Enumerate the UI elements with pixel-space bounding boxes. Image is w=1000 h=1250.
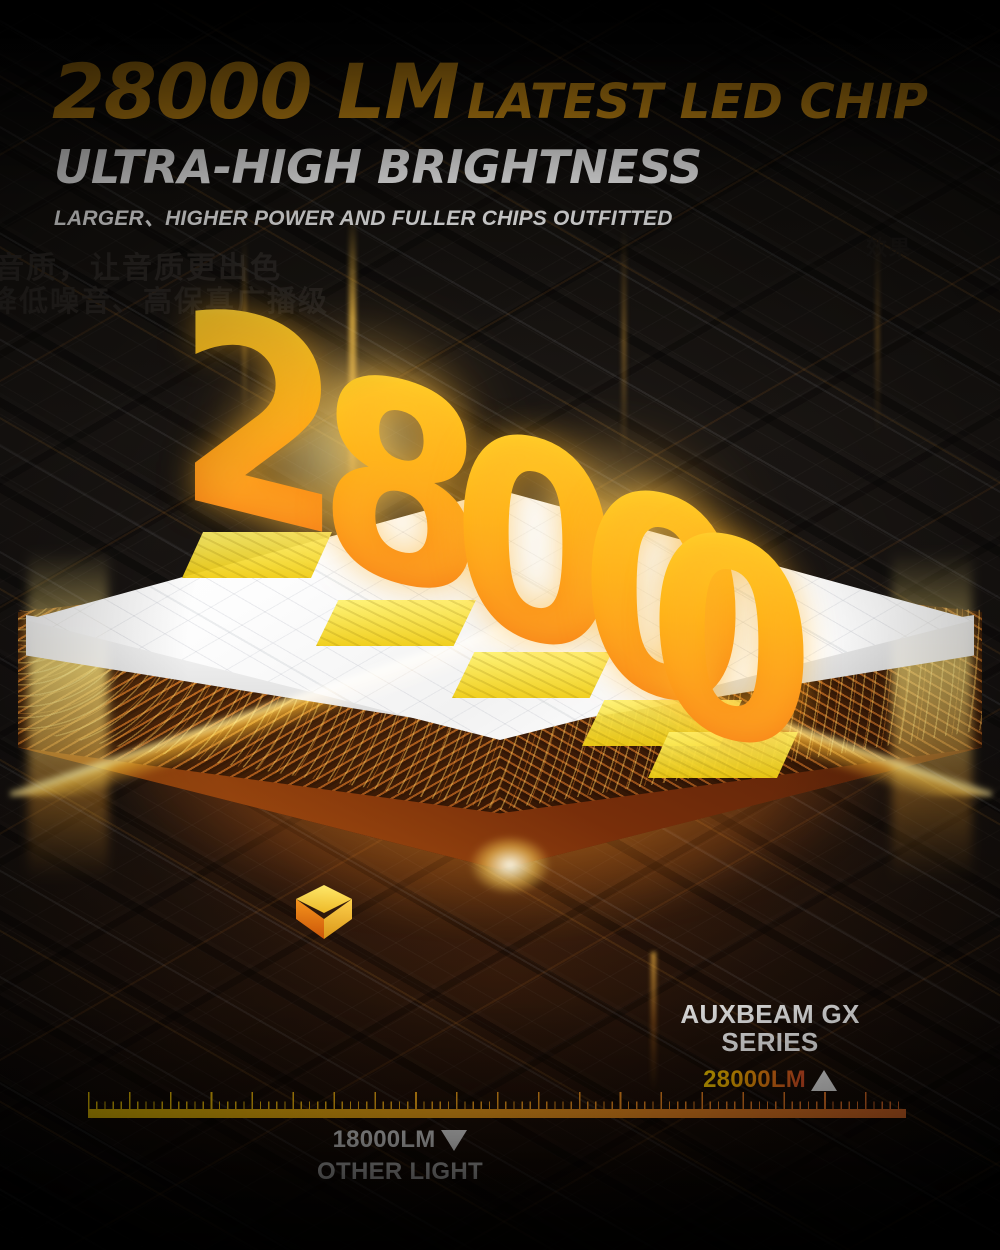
vignette-overlay [0,0,1000,1250]
product-hero-banner: 音质，让音质更出色 降低噪音、高保真广播级 效果 2 [0,0,1000,1250]
